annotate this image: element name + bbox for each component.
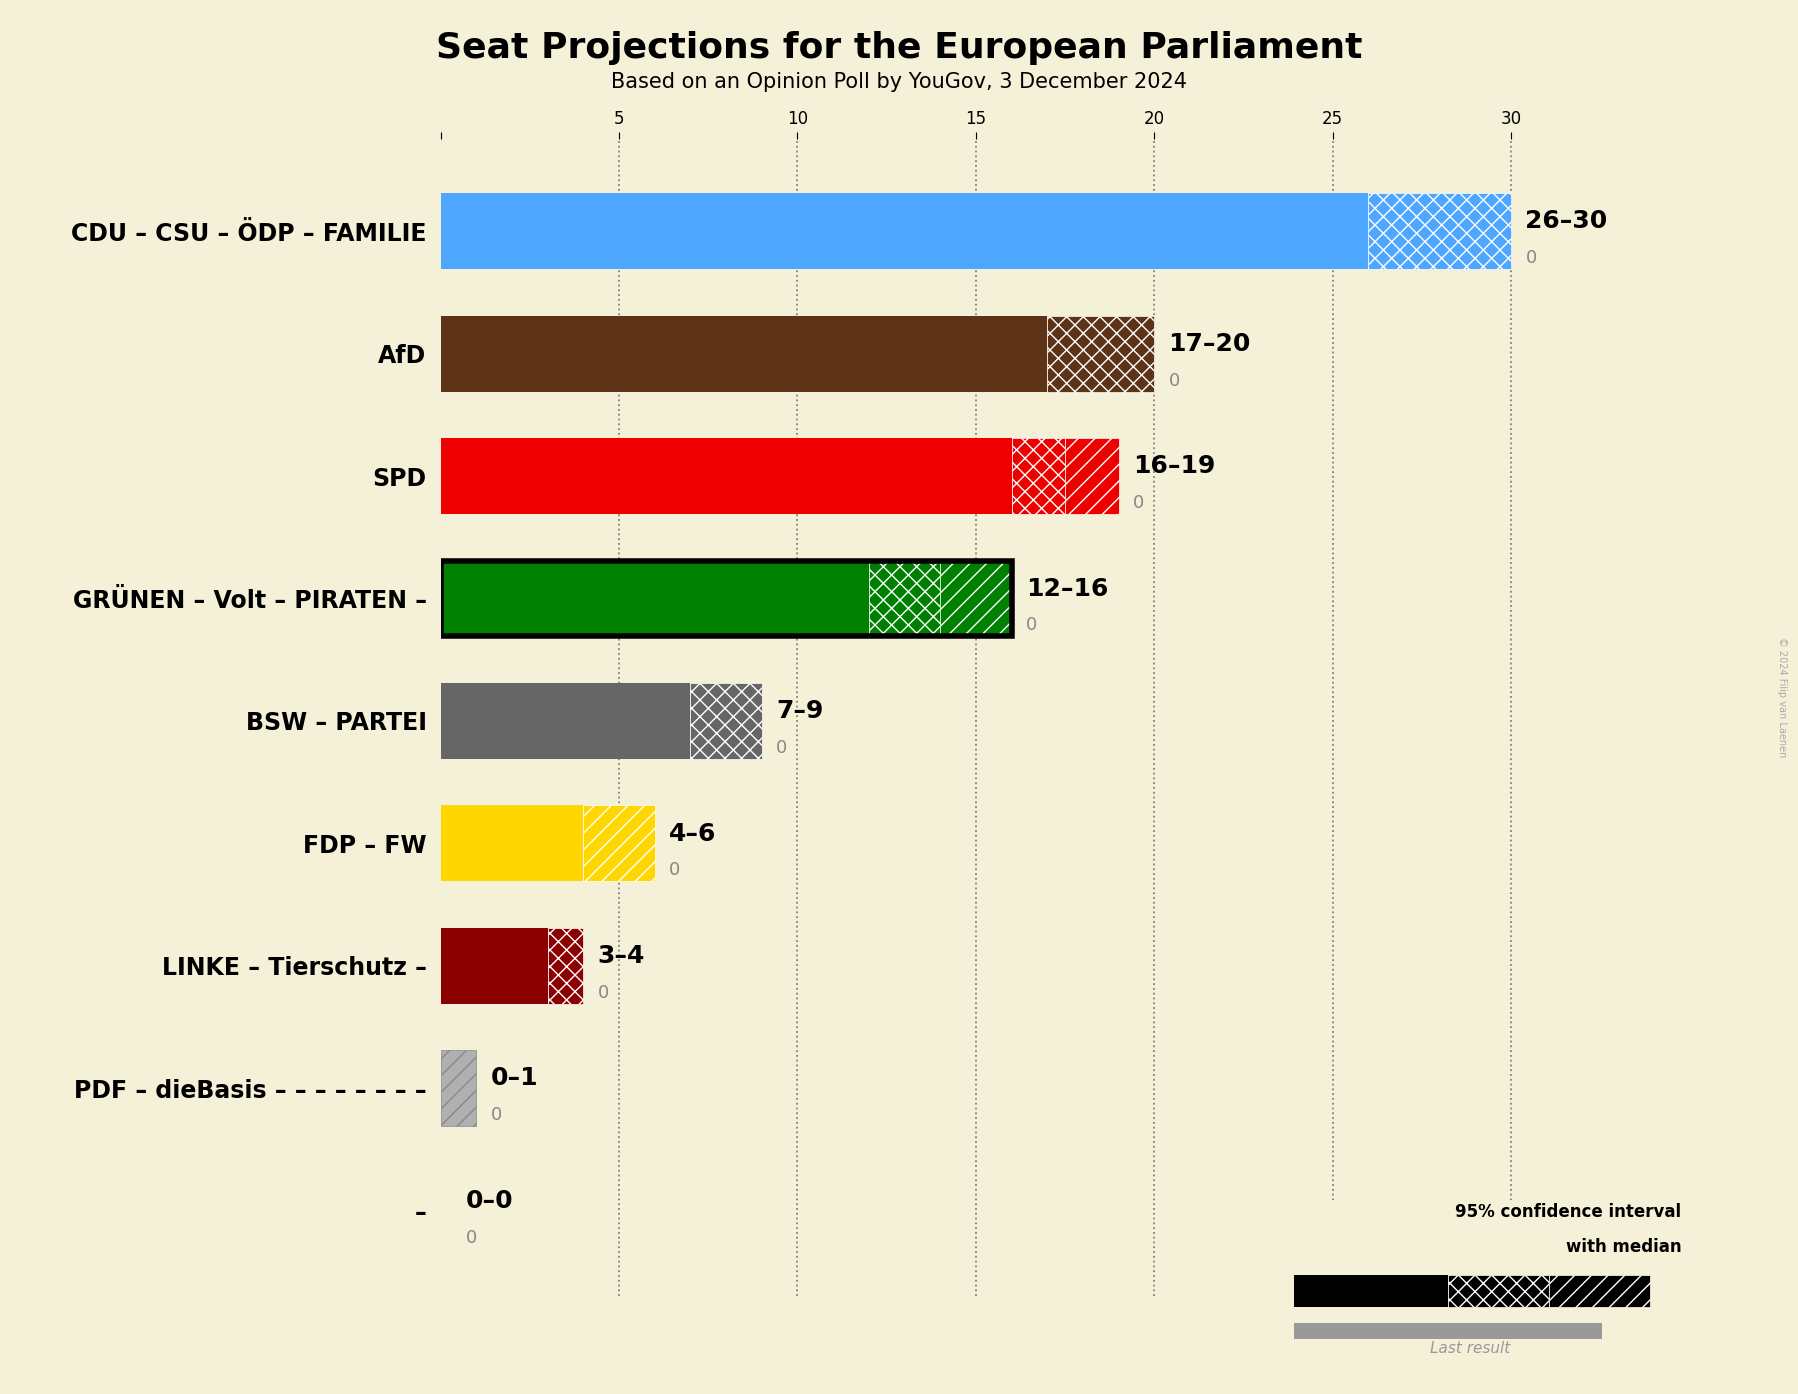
Bar bbox=[1447, 1274, 1550, 1306]
Bar bbox=[441, 806, 583, 881]
Bar bbox=[441, 438, 1012, 514]
Bar bbox=[1046, 315, 1154, 392]
Text: with median: with median bbox=[1566, 1238, 1681, 1256]
Text: 0: 0 bbox=[466, 1228, 476, 1246]
Text: 0: 0 bbox=[777, 739, 788, 757]
Bar bbox=[1368, 194, 1510, 269]
Bar bbox=[1293, 1323, 1602, 1340]
Text: 3–4: 3–4 bbox=[597, 944, 645, 967]
Bar bbox=[548, 928, 583, 1004]
Text: 7–9: 7–9 bbox=[777, 700, 823, 723]
Bar bbox=[1550, 1274, 1651, 1306]
Text: 0: 0 bbox=[491, 1107, 502, 1124]
Text: Seat Projections for the European Parliament: Seat Projections for the European Parlia… bbox=[435, 31, 1363, 64]
Bar bbox=[1293, 1274, 1447, 1306]
Bar bbox=[441, 683, 690, 758]
Text: Based on an Opinion Poll by YouGov, 3 December 2024: Based on an Opinion Poll by YouGov, 3 De… bbox=[611, 72, 1187, 92]
Bar bbox=[441, 560, 868, 637]
Bar bbox=[583, 806, 654, 881]
Bar bbox=[868, 560, 940, 637]
Bar bbox=[690, 683, 762, 758]
Text: 0–1: 0–1 bbox=[491, 1066, 538, 1090]
Text: 0: 0 bbox=[669, 861, 680, 880]
Text: 0: 0 bbox=[597, 984, 610, 1002]
Text: 0: 0 bbox=[1133, 493, 1144, 512]
Bar bbox=[441, 560, 1012, 637]
Bar bbox=[441, 928, 548, 1004]
Text: 0: 0 bbox=[1169, 372, 1179, 389]
Text: © 2024 Filip van Laenen: © 2024 Filip van Laenen bbox=[1776, 637, 1787, 757]
Text: 12–16: 12–16 bbox=[1027, 577, 1108, 601]
Text: 0: 0 bbox=[1525, 250, 1537, 268]
Bar bbox=[441, 315, 1046, 392]
Text: Last result: Last result bbox=[1429, 1341, 1510, 1356]
Bar bbox=[868, 560, 1012, 637]
Bar bbox=[441, 194, 1368, 269]
Text: 0–0: 0–0 bbox=[466, 1189, 512, 1213]
Text: 95% confidence interval: 95% confidence interval bbox=[1455, 1203, 1681, 1221]
Bar bbox=[1012, 438, 1064, 514]
Text: 4–6: 4–6 bbox=[669, 821, 716, 846]
Bar bbox=[1064, 438, 1118, 514]
Bar bbox=[1012, 438, 1118, 514]
Bar bbox=[940, 560, 1012, 637]
Text: 16–19: 16–19 bbox=[1133, 454, 1215, 478]
Text: 0: 0 bbox=[1027, 616, 1037, 634]
Text: 17–20: 17–20 bbox=[1169, 332, 1251, 355]
Text: 26–30: 26–30 bbox=[1525, 209, 1607, 233]
Bar bbox=[441, 1050, 476, 1126]
